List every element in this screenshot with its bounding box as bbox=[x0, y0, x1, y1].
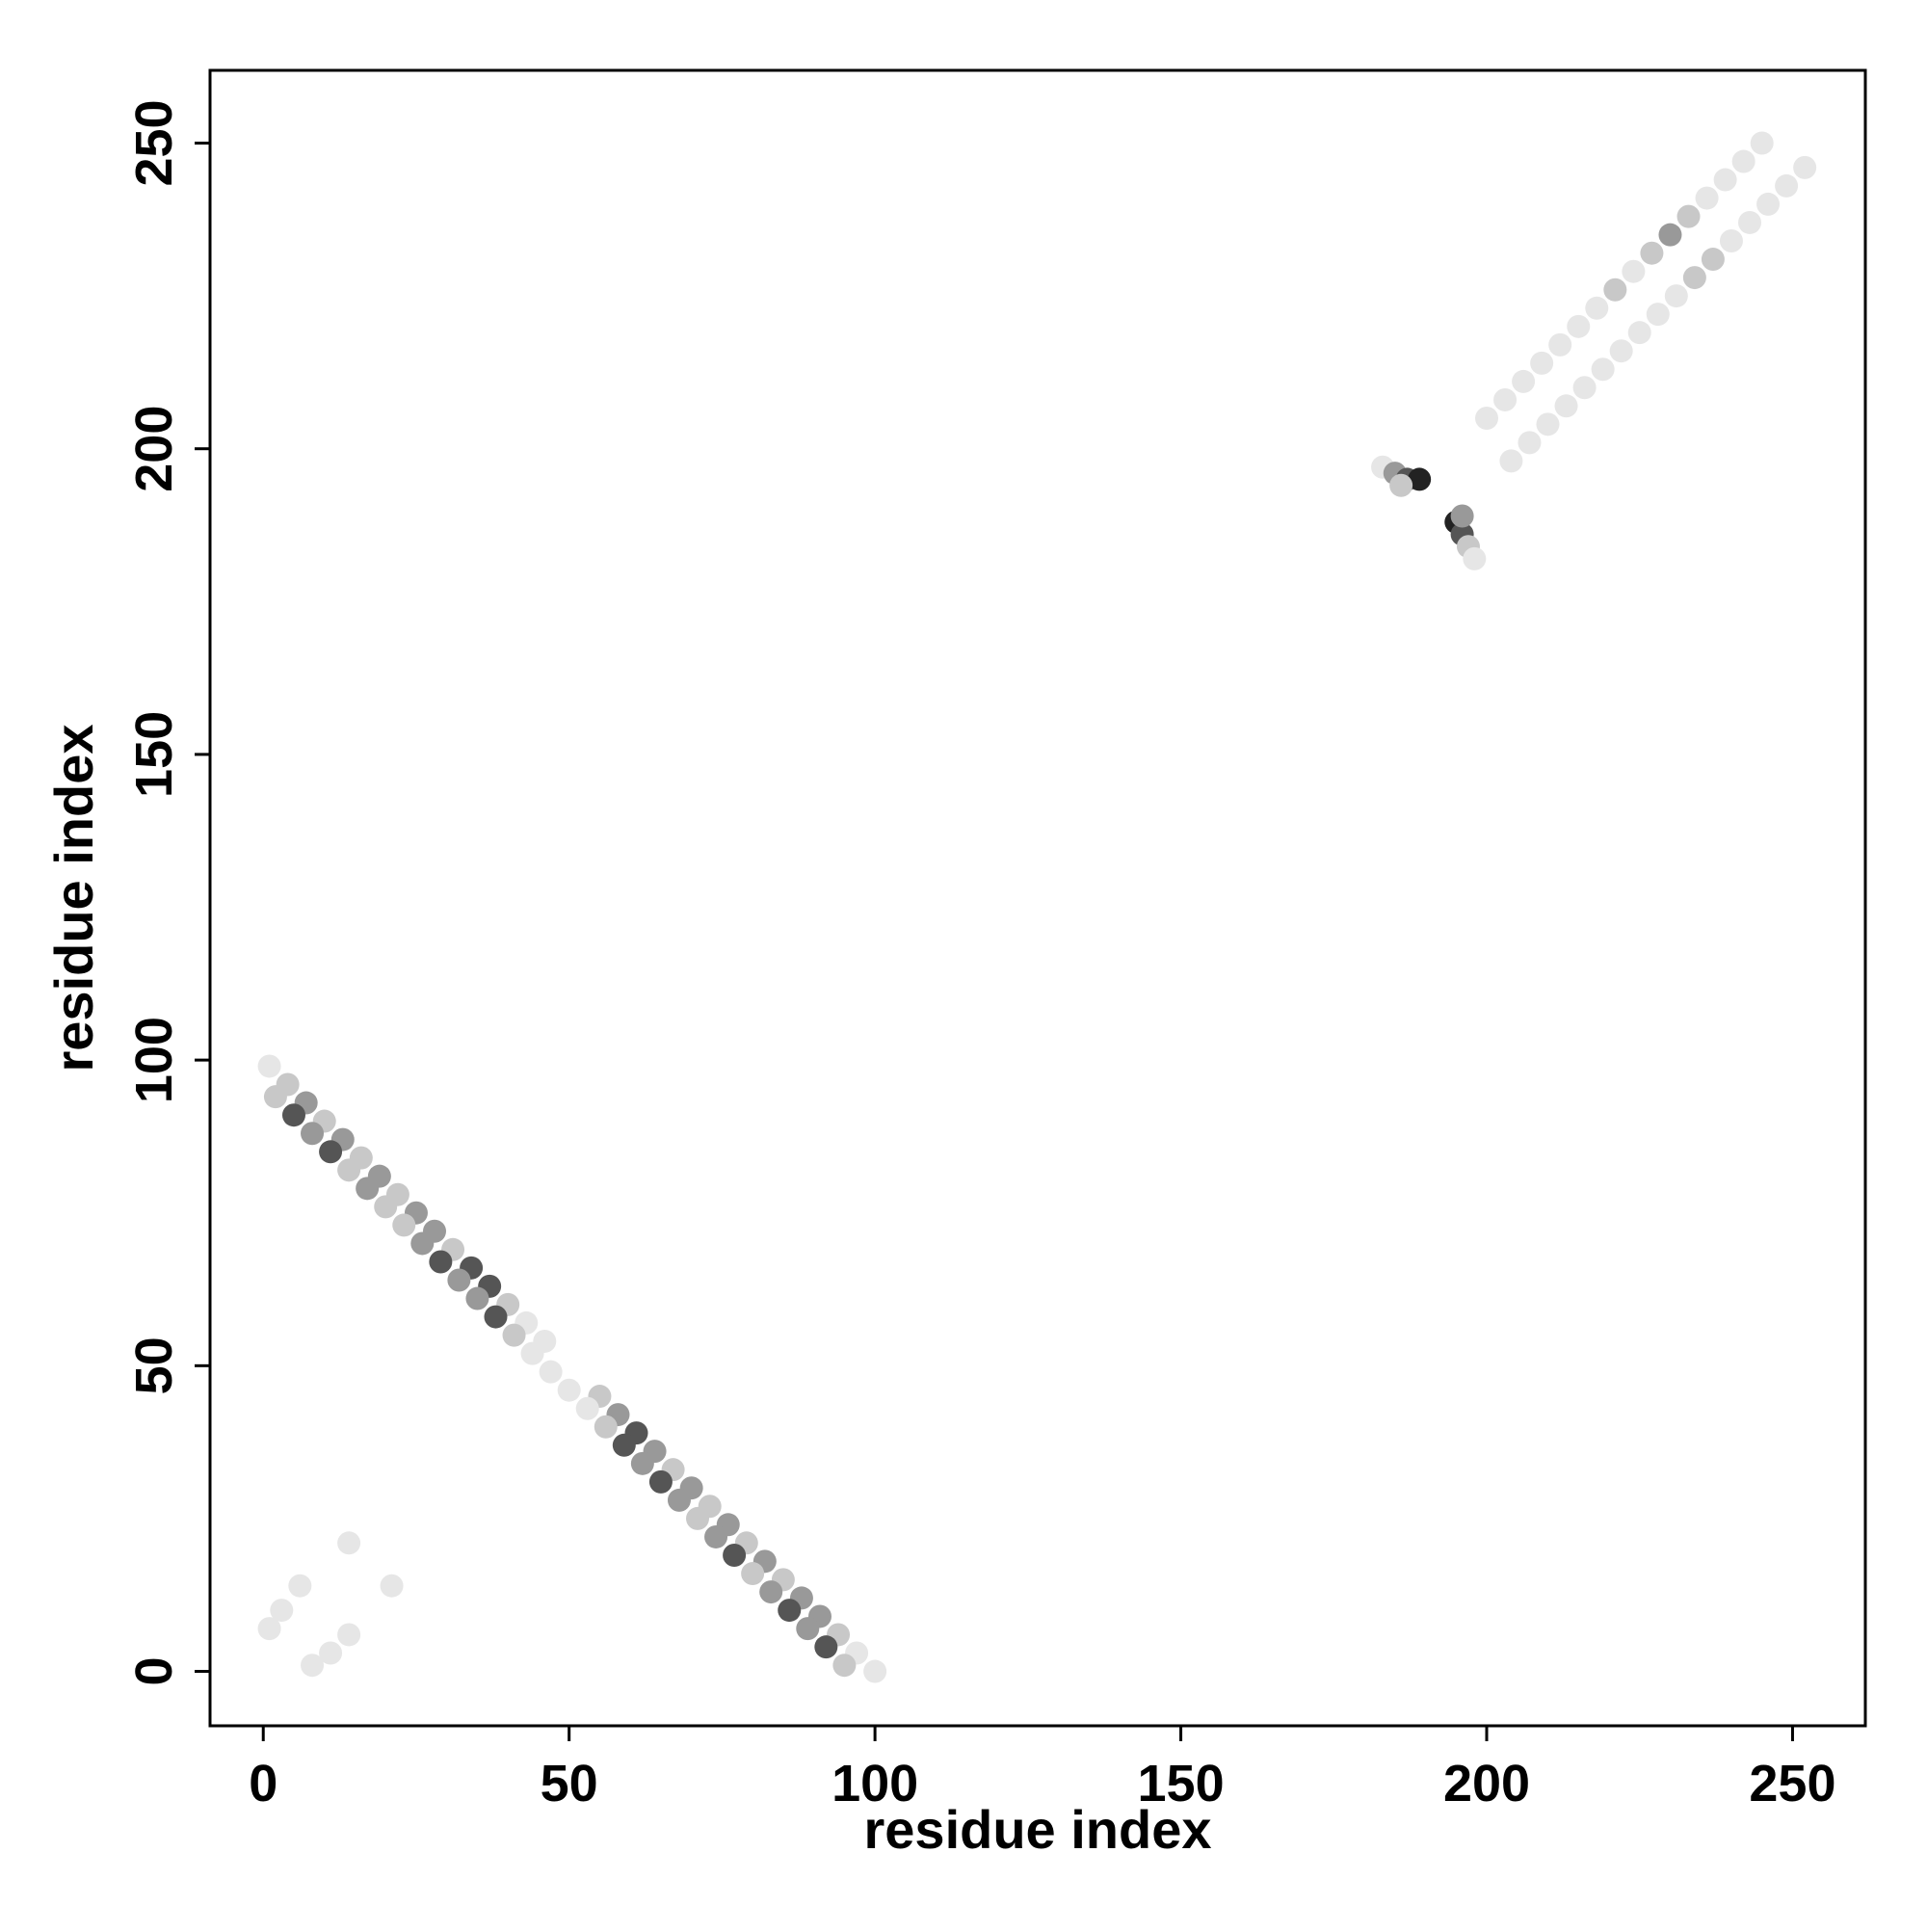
point bbox=[1554, 394, 1578, 418]
x-tick-label: 50 bbox=[541, 1755, 598, 1813]
point bbox=[1530, 351, 1554, 375]
point bbox=[1493, 387, 1518, 411]
point bbox=[832, 1654, 857, 1678]
point bbox=[1658, 223, 1682, 247]
point bbox=[465, 1286, 489, 1310]
point bbox=[1548, 332, 1572, 357]
point bbox=[392, 1213, 416, 1237]
point bbox=[319, 1140, 343, 1164]
x-tick-label: 100 bbox=[832, 1755, 918, 1813]
point bbox=[281, 1103, 305, 1127]
point bbox=[288, 1574, 312, 1598]
point bbox=[429, 1250, 453, 1274]
point bbox=[1572, 376, 1597, 400]
x-tick-label: 250 bbox=[1749, 1755, 1835, 1813]
x-axis-title: residue index bbox=[863, 1799, 1211, 1860]
point bbox=[667, 1488, 691, 1512]
point bbox=[1701, 248, 1725, 272]
point bbox=[1731, 149, 1755, 173]
point bbox=[759, 1580, 783, 1604]
point bbox=[1518, 431, 1542, 455]
point bbox=[1463, 546, 1487, 570]
point bbox=[484, 1305, 508, 1329]
y-tick-label: 50 bbox=[125, 1337, 183, 1394]
point bbox=[1775, 173, 1799, 198]
y-tick-label: 200 bbox=[125, 406, 183, 492]
point bbox=[356, 1177, 380, 1201]
y-tick-label: 100 bbox=[125, 1017, 183, 1103]
plot-frame bbox=[208, 68, 1867, 1728]
point bbox=[1512, 369, 1536, 393]
point bbox=[1646, 303, 1670, 327]
point bbox=[1640, 241, 1664, 265]
point bbox=[863, 1659, 887, 1683]
point bbox=[270, 1599, 294, 1623]
point bbox=[612, 1433, 636, 1457]
point bbox=[1585, 296, 1609, 320]
point bbox=[594, 1415, 618, 1439]
point bbox=[1793, 155, 1817, 179]
point bbox=[741, 1562, 765, 1586]
y-tick-label: 250 bbox=[125, 99, 183, 186]
x-tick-label: 0 bbox=[249, 1755, 277, 1813]
point bbox=[1475, 406, 1499, 430]
y-axis-title: residue index bbox=[43, 724, 104, 1072]
point bbox=[1719, 229, 1743, 253]
point bbox=[723, 1543, 747, 1567]
point bbox=[257, 1617, 281, 1641]
point bbox=[575, 1396, 599, 1420]
point bbox=[337, 1531, 361, 1555]
point bbox=[1622, 259, 1646, 283]
point bbox=[814, 1635, 838, 1659]
point bbox=[1756, 192, 1781, 216]
point bbox=[410, 1231, 435, 1256]
point bbox=[380, 1574, 404, 1598]
point bbox=[557, 1378, 581, 1402]
point bbox=[520, 1341, 544, 1365]
point bbox=[301, 1122, 325, 1146]
point bbox=[1499, 449, 1523, 473]
point bbox=[1695, 186, 1719, 210]
point bbox=[1682, 266, 1706, 290]
point bbox=[263, 1085, 287, 1109]
point bbox=[447, 1268, 471, 1292]
point bbox=[502, 1323, 526, 1347]
x-tick-label: 150 bbox=[1138, 1755, 1225, 1813]
point bbox=[1603, 278, 1627, 302]
y-tick-label: 150 bbox=[125, 711, 183, 798]
point bbox=[1627, 321, 1651, 345]
point bbox=[778, 1599, 802, 1623]
point bbox=[319, 1641, 343, 1665]
point bbox=[1738, 210, 1762, 234]
point bbox=[796, 1617, 820, 1641]
point bbox=[630, 1451, 654, 1475]
point bbox=[301, 1654, 325, 1678]
x-tick-label: 200 bbox=[1443, 1755, 1530, 1813]
point bbox=[704, 1524, 728, 1548]
point bbox=[1676, 204, 1701, 228]
point bbox=[257, 1054, 281, 1078]
point bbox=[539, 1360, 563, 1384]
point bbox=[648, 1469, 673, 1494]
point bbox=[1408, 467, 1432, 491]
y-tick-label: 0 bbox=[125, 1657, 183, 1686]
point bbox=[1750, 131, 1774, 155]
point bbox=[1609, 339, 1633, 363]
point bbox=[337, 1623, 361, 1647]
point bbox=[1450, 504, 1474, 528]
point bbox=[1567, 314, 1591, 338]
point bbox=[1389, 473, 1413, 497]
point bbox=[1536, 412, 1560, 437]
point bbox=[1591, 357, 1615, 382]
point bbox=[686, 1506, 710, 1530]
point bbox=[1713, 168, 1737, 192]
point bbox=[374, 1195, 398, 1219]
point bbox=[337, 1158, 361, 1182]
point bbox=[1664, 284, 1688, 308]
